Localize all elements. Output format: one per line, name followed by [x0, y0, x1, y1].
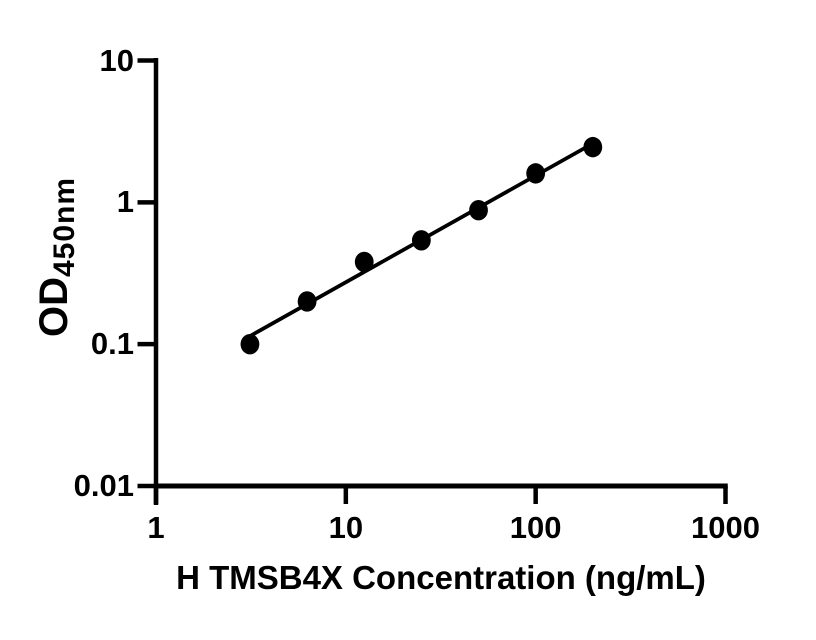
x-tick-label: 10: [328, 510, 364, 545]
y-tick-label: 0.01: [73, 467, 134, 503]
data-point: [354, 251, 374, 273]
data-point: [297, 291, 317, 312]
y-axis-label: OD450nm: [32, 176, 81, 338]
data-point: [411, 230, 431, 251]
x-tick-label: 1: [147, 510, 165, 545]
data-point: [583, 136, 603, 158]
y-axis-label-main: OD: [32, 277, 76, 338]
y-axis-label-subscript: 450nm: [48, 176, 81, 278]
y-tick-label: 0.1: [90, 326, 134, 362]
data-point: [469, 200, 488, 221]
x-tick-label: 1000: [691, 510, 760, 545]
x-tick-label: 100: [509, 510, 562, 545]
y-tick-label: 10: [99, 42, 134, 78]
x-axis-title: H TMSB4X Concentration (ng/mL): [176, 559, 706, 596]
data-point: [526, 163, 546, 184]
data-point: [240, 333, 260, 355]
y-tick-label: 1: [116, 184, 134, 220]
